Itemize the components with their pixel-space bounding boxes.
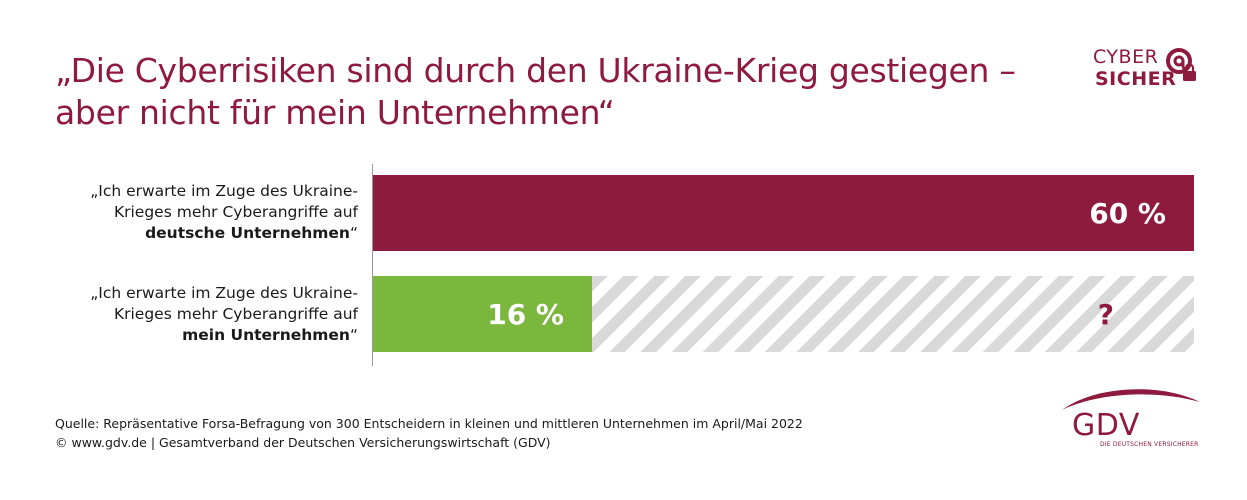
category-label-1-line-2: Krieges mehr Cyberangriffe auf	[113, 203, 358, 221]
category-label-2-close: “	[349, 326, 358, 344]
chart-title: „Die Cyberrisiken sind durch den Ukraine…	[55, 50, 1035, 134]
category-label-2-line-1: „Ich erwarte im Zuge des Ukraine-	[90, 284, 358, 302]
footer: Quelle: Repräsentative Forsa-Befragung v…	[55, 414, 803, 452]
title-line-2: aber nicht für mein Unternehmen“	[55, 93, 615, 132]
category-label-1-close: “	[349, 224, 358, 242]
bar-mein-unternehmen	[373, 276, 592, 352]
category-label-1-line-1: „Ich erwarte im Zuge des Ukraine-	[90, 182, 358, 200]
footer-copyright: © www.gdv.de | Gesamtverband der Deutsch…	[55, 435, 551, 450]
footer-source: Quelle: Repräsentative Forsa-Befragung v…	[55, 416, 803, 431]
category-label-2-line-3: mein Unternehmen	[182, 326, 350, 344]
logo-line-2: SICHER	[1095, 68, 1177, 90]
category-label-2-line-2: Krieges mehr Cyberangriffe auf	[113, 305, 358, 323]
category-label-1: „Ich erwarte im Zuge des Ukraine- Kriege…	[40, 181, 358, 244]
logo-line-1: CYBER	[1093, 46, 1159, 68]
at-lock-icon	[1166, 48, 1196, 81]
gdv-logo: GDV DIE DEUTSCHEN VERSICHERER	[1054, 384, 1204, 454]
title-line-1: „Die Cyberrisiken sind durch den Ukraine…	[55, 51, 1016, 90]
bar-value-label-1: 60 %	[1089, 196, 1166, 230]
cyber-sicher-logo: CYBER SICHER	[1093, 46, 1213, 106]
bar-row-1: 60 %	[373, 175, 1194, 251]
bar-value-label-2: 16 %	[487, 297, 564, 331]
unknown-question-mark: ?	[1097, 297, 1114, 331]
gdv-tagline: DIE DEUTSCHEN VERSICHERER	[1100, 441, 1199, 448]
bar-row-2: 16 % ?	[373, 276, 1194, 352]
gdv-wordmark: GDV	[1072, 408, 1140, 443]
category-label-1-line-3: deutsche Unternehmen	[145, 224, 350, 242]
bar-deutsche-unternehmen	[373, 175, 1194, 251]
gdv-arc-icon	[1062, 389, 1200, 410]
bar-hatched-remainder	[592, 276, 1194, 352]
category-axis-line	[372, 164, 373, 366]
category-label-2: „Ich erwarte im Zuge des Ukraine- Kriege…	[40, 283, 358, 346]
